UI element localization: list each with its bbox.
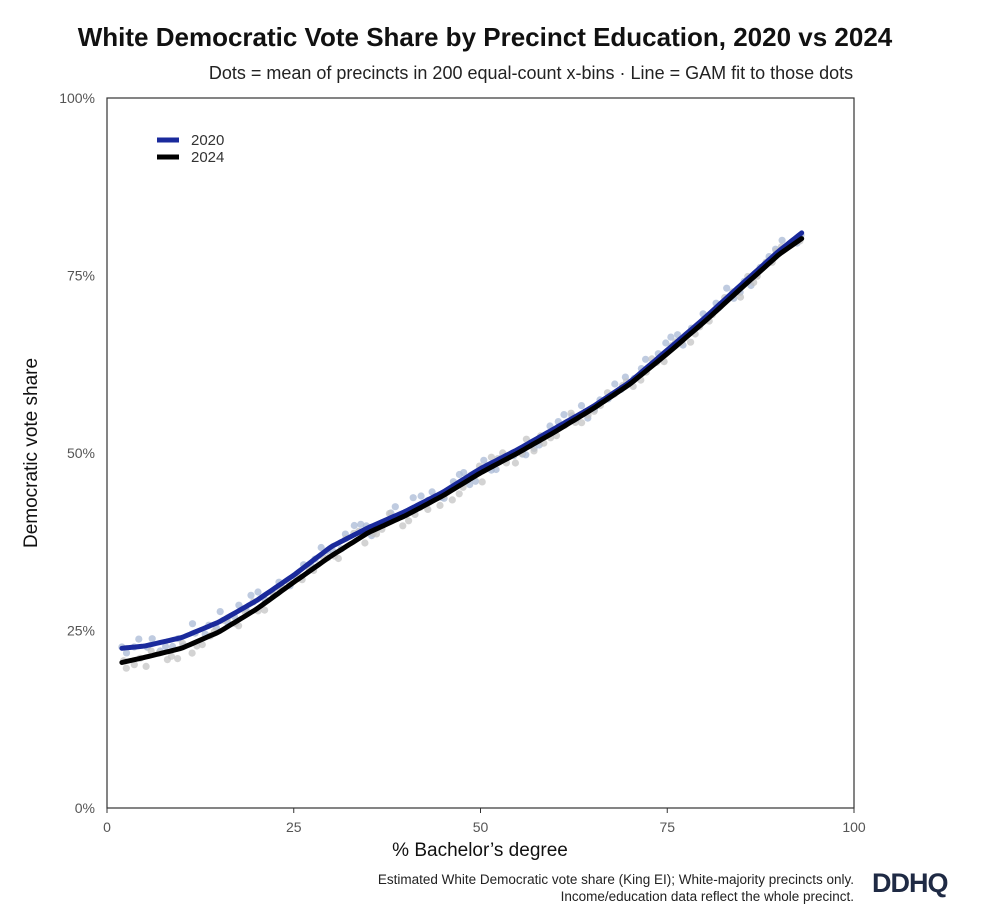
dot-2020 bbox=[135, 635, 143, 643]
fit-line-2020 bbox=[119, 230, 805, 651]
dot-2020 bbox=[409, 494, 417, 502]
chart-title: White Democratic Vote Share by Precinct … bbox=[77, 22, 893, 52]
x-tick-label: 0 bbox=[103, 819, 111, 835]
dot-2020 bbox=[778, 236, 786, 244]
x-tick-label: 25 bbox=[286, 819, 302, 835]
dot-2024 bbox=[361, 539, 369, 547]
dot-2024 bbox=[174, 655, 182, 663]
dot-2020 bbox=[667, 333, 675, 341]
dot-2020 bbox=[216, 608, 224, 616]
legend-label-2024: 2024 bbox=[191, 149, 224, 166]
dot-2024 bbox=[436, 501, 444, 509]
dot-2024 bbox=[142, 662, 150, 671]
dot-2024 bbox=[334, 554, 342, 563]
dot-2020 bbox=[577, 402, 586, 410]
dot-2020 bbox=[148, 635, 156, 643]
dot-2020 bbox=[560, 411, 568, 419]
legend-label-2020: 2020 bbox=[191, 132, 224, 149]
dot-2020 bbox=[122, 649, 131, 657]
dot-2024 bbox=[399, 522, 407, 530]
dot-2020 bbox=[162, 642, 170, 651]
axes-layer: 0 25 50 75 100 0% 25% 50% 75% 100% bbox=[59, 90, 866, 835]
y-tick-label: 50% bbox=[67, 445, 95, 461]
y-tick-label: 75% bbox=[67, 268, 95, 284]
x-tick-label: 50 bbox=[473, 819, 489, 835]
ddhq-logo: DDHQ bbox=[872, 868, 948, 898]
dot-2024 bbox=[687, 338, 695, 346]
x-tick-label: 75 bbox=[659, 819, 675, 835]
dot-2020 bbox=[391, 503, 399, 511]
dot-2024 bbox=[167, 652, 175, 660]
dot-2024 bbox=[198, 641, 206, 649]
dot-2024 bbox=[511, 459, 519, 467]
dot-2024 bbox=[448, 496, 456, 504]
dot-2024 bbox=[122, 664, 130, 672]
dot-2024 bbox=[478, 478, 486, 486]
y-tick-label: 0% bbox=[75, 800, 95, 816]
dot-2024 bbox=[736, 293, 745, 301]
footnote-line-1: Estimated White Democratic vote share (K… bbox=[377, 872, 854, 887]
dot-2024 bbox=[130, 661, 138, 669]
dot-2020 bbox=[254, 588, 262, 596]
plot-frame bbox=[106, 97, 855, 809]
dot-2020 bbox=[723, 284, 731, 292]
dot-2024 bbox=[261, 606, 269, 614]
dot-2020 bbox=[247, 591, 255, 599]
dot-2024 bbox=[530, 447, 538, 455]
dot-2024 bbox=[188, 649, 196, 657]
dot-2020 bbox=[460, 469, 468, 477]
dot-2024 bbox=[455, 490, 463, 498]
fit-line-2024 bbox=[119, 236, 805, 665]
dot-2020 bbox=[188, 620, 197, 628]
dot-2020 bbox=[417, 492, 425, 500]
dot-2020 bbox=[350, 521, 358, 530]
y-tick-label: 25% bbox=[67, 623, 95, 639]
y-tick-label: 100% bbox=[59, 90, 95, 106]
dot-2024 bbox=[567, 409, 575, 417]
x-axis-label: % Bachelor’s degree bbox=[392, 840, 568, 861]
dot-2024 bbox=[487, 453, 495, 461]
dot-2024 bbox=[405, 517, 413, 525]
dot-2020 bbox=[357, 520, 365, 528]
x-tick-label: 100 bbox=[842, 819, 866, 835]
dot-2020 bbox=[611, 380, 619, 388]
chart-subtitle: Dots = mean of precincts in 200 equal-co… bbox=[208, 63, 854, 83]
y-axis-label: Democratic vote share bbox=[21, 358, 42, 548]
dot-2020 bbox=[480, 456, 488, 464]
lines-layer bbox=[119, 230, 805, 665]
dots-layer bbox=[118, 231, 805, 672]
dot-2020 bbox=[642, 355, 650, 363]
dot-2024 bbox=[424, 505, 432, 513]
dot-2020 bbox=[317, 543, 325, 552]
dot-2020 bbox=[662, 339, 670, 347]
footnote: Estimated White Democratic vote share (K… bbox=[378, 871, 854, 905]
dot-2024 bbox=[578, 419, 586, 427]
footnote-line-2: Income/education data reflect the whole … bbox=[560, 889, 854, 904]
